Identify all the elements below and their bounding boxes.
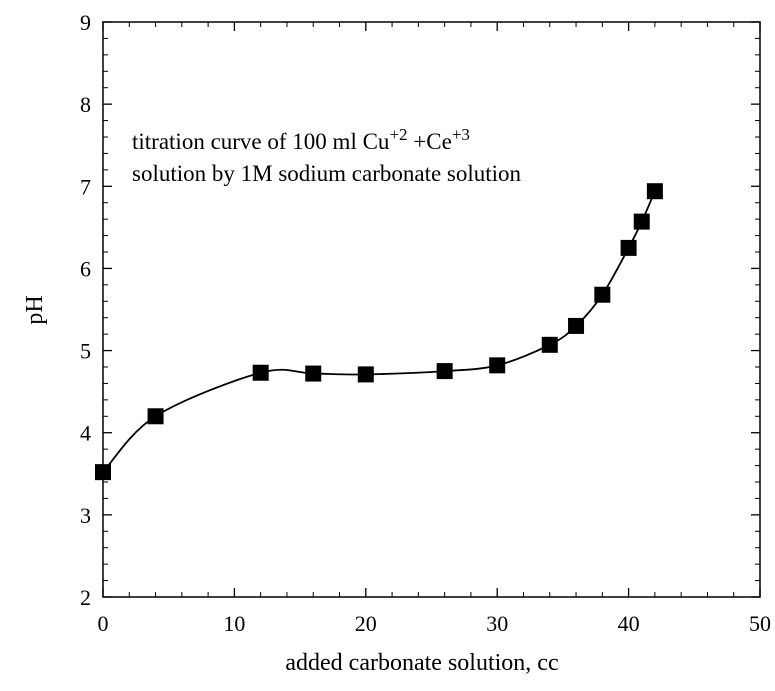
annotation-line1-mid: +Ce — [408, 129, 452, 154]
y-tick-label: 3 — [80, 503, 91, 528]
y-tick-label: 2 — [80, 585, 91, 610]
x-tick-label: 30 — [486, 611, 508, 636]
y-tick-label: 6 — [80, 256, 91, 281]
x-tick-label: 50 — [749, 611, 771, 636]
y-tick-label: 8 — [80, 92, 91, 117]
plot-border — [102, 21, 761, 598]
chart-annotation-line2: solution by 1M sodium carbonate solution — [132, 161, 522, 186]
x-tick-label: 10 — [223, 611, 245, 636]
annotation-line1-sup2: +3 — [452, 125, 470, 144]
data-point-marker — [305, 365, 322, 382]
y-axis-ticks: 2 3 4 5 6 7 8 9 — [80, 10, 760, 610]
y-tick-label: 9 — [80, 10, 91, 35]
x-tick-label: 40 — [618, 611, 640, 636]
chart-annotation-line1: titration curve of 100 ml Cu+2 +Ce+3 — [132, 125, 470, 154]
data-point-marker — [633, 213, 650, 230]
data-point-marker — [252, 364, 269, 381]
x-tick-label: 0 — [98, 611, 109, 636]
data-point-marker — [646, 183, 663, 200]
y-tick-label: 4 — [80, 421, 91, 446]
y-tick-label: 5 — [80, 339, 91, 364]
data-point-marker — [95, 464, 111, 481]
x-axis-ticks: 0 10 20 30 40 50 — [98, 22, 771, 636]
data-point-marker — [436, 363, 453, 380]
data-point-marker — [620, 239, 637, 256]
x-tick-label: 20 — [355, 611, 377, 636]
data-point-marker — [357, 366, 374, 383]
data-point-marker — [541, 336, 558, 353]
y-tick-label: 7 — [80, 174, 91, 199]
data-point-marker — [594, 286, 611, 303]
data-point-marker — [568, 317, 585, 334]
annotation-line1-prefix: titration curve of 100 ml Cu — [132, 129, 390, 154]
data-point-marker — [489, 357, 506, 374]
y-axis-title: pH — [22, 295, 48, 324]
annotation-line1-sup1: +2 — [389, 125, 407, 144]
x-axis-title: added carbonate solution, cc — [285, 650, 558, 676]
plot-frame — [102, 21, 761, 598]
data-markers-layer — [95, 183, 663, 481]
data-point-marker — [147, 408, 164, 425]
